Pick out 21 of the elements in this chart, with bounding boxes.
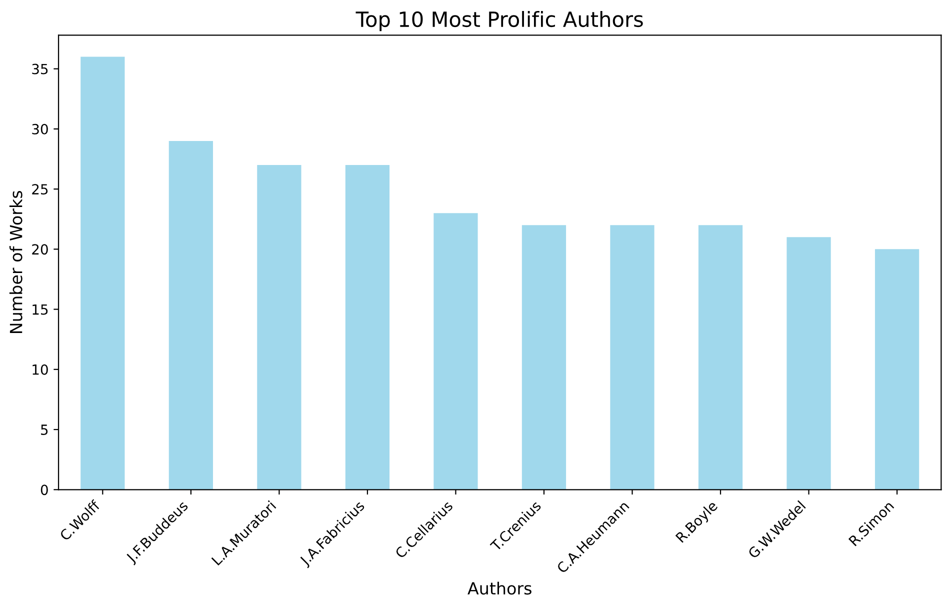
bar [698, 225, 743, 490]
bar [786, 237, 831, 490]
y-tick-label: 10 [32, 364, 48, 375]
bar [434, 213, 478, 490]
bar [610, 225, 654, 490]
y-tick-label: 25 [32, 184, 48, 195]
bar [168, 140, 213, 490]
x-axis-title: Authors [468, 582, 532, 595]
y-tick-label: 30 [32, 124, 48, 134]
chart-title: Top 10 Most Prolific Authors [356, 10, 643, 32]
bar [874, 249, 920, 490]
y-tick-label: 35 [32, 64, 48, 74]
bar [257, 165, 302, 490]
y-tick-label: 5 [41, 424, 48, 436]
bar [345, 165, 390, 490]
y-tick-label: 15 [32, 304, 48, 315]
y-tick-label: 20 [32, 244, 48, 255]
bar [522, 225, 566, 490]
bar [80, 56, 125, 490]
y-axis-title: Number of Works [9, 190, 22, 334]
y-tick-label: 0 [40, 484, 48, 496]
